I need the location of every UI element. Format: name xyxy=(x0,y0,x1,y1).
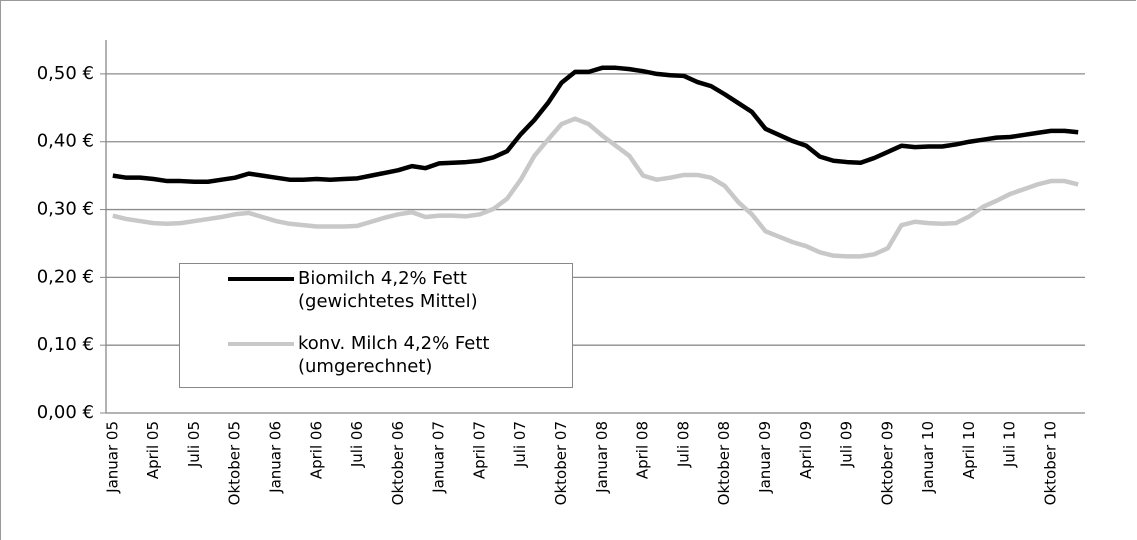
legend-label: Biomilch 4,2% Fett (gewichtetes Mittel) xyxy=(298,268,478,312)
x-tick-label: April 05 xyxy=(144,421,162,479)
x-tick-label: April 10 xyxy=(960,421,978,479)
x-tick-label: Januar 08 xyxy=(593,421,611,494)
x-tick-label: April 07 xyxy=(470,421,488,479)
series-line xyxy=(112,116,1079,259)
x-tick-label: Januar 05 xyxy=(103,421,121,494)
x-tick-label: Oktober 05 xyxy=(226,421,244,505)
x-tick-label: Juli 06 xyxy=(348,421,366,468)
x-tick-label: April 09 xyxy=(797,421,815,479)
x-tick-label: Juli 05 xyxy=(185,421,203,468)
y-tick-label: 0,50 € xyxy=(37,63,94,84)
x-tick-label: Juli 08 xyxy=(674,421,692,468)
x-tick-label: Januar 06 xyxy=(266,421,284,494)
x-tick-label: Juli 10 xyxy=(1001,421,1019,468)
y-tick-label: 0,30 € xyxy=(37,199,94,220)
x-tick-label: April 06 xyxy=(307,421,325,479)
y-tick-label: 0,40 € xyxy=(37,131,94,152)
x-tick-label: April 08 xyxy=(634,421,652,479)
x-tick-label: Oktober 06 xyxy=(389,421,407,505)
x-tick-label: Juli 09 xyxy=(838,421,856,468)
series-line xyxy=(112,65,1079,184)
y-tick-label: 0,10 € xyxy=(37,334,94,355)
x-tick-label: Oktober 09 xyxy=(878,421,896,505)
x-tick-label: Januar 09 xyxy=(756,421,774,494)
x-tick-label: Januar 10 xyxy=(919,421,937,494)
legend-swatch xyxy=(228,277,294,281)
legend-item: konv. Milch 4,2% Fett (umgerechnet) xyxy=(228,332,588,378)
legend: Biomilch 4,2% Fett (gewichtetes Mittel) k… xyxy=(179,263,573,388)
x-tick-label: Oktober 10 xyxy=(1042,421,1060,505)
x-tick-label: Oktober 07 xyxy=(552,421,570,505)
x-tick-label: Oktober 08 xyxy=(715,421,733,505)
legend-label: konv. Milch 4,2% Fett (umgerechnet) xyxy=(298,333,490,377)
y-tick-label: 0,00 € xyxy=(37,402,94,423)
x-tick-label: Januar 07 xyxy=(430,421,448,494)
x-tick-label: Juli 07 xyxy=(511,421,529,468)
legend-item: Biomilch 4,2% Fett (gewichtetes Mittel) xyxy=(228,267,588,313)
y-tick-label: 0,20 € xyxy=(37,266,94,287)
legend-swatch xyxy=(228,342,294,346)
